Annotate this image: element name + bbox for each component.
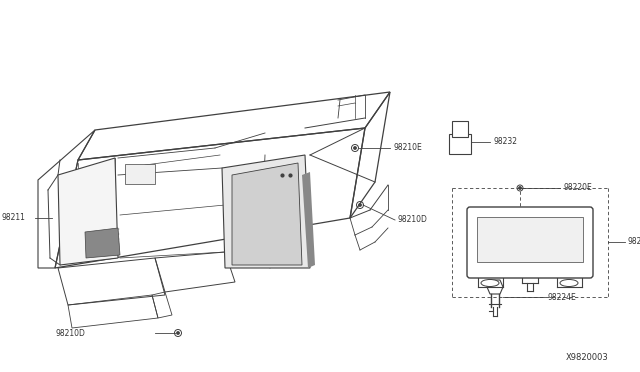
- Polygon shape: [85, 228, 120, 258]
- Text: 98211: 98211: [2, 214, 26, 222]
- FancyBboxPatch shape: [449, 134, 471, 154]
- Circle shape: [177, 332, 179, 334]
- Text: X9820003: X9820003: [565, 353, 608, 362]
- Circle shape: [519, 187, 521, 189]
- Polygon shape: [302, 172, 315, 268]
- Polygon shape: [58, 158, 118, 265]
- Circle shape: [354, 147, 356, 149]
- Text: 98210E: 98210E: [393, 144, 422, 153]
- Text: 98232: 98232: [493, 138, 517, 147]
- Text: 98224E: 98224E: [548, 292, 577, 301]
- Polygon shape: [222, 155, 310, 268]
- Text: 98210D: 98210D: [398, 215, 428, 224]
- Text: 98210D: 98210D: [55, 328, 85, 337]
- Ellipse shape: [560, 279, 578, 286]
- Text: 98224: 98224: [628, 237, 640, 247]
- Polygon shape: [232, 163, 302, 265]
- FancyBboxPatch shape: [477, 217, 583, 262]
- Text: 98220E: 98220E: [563, 183, 592, 192]
- Ellipse shape: [481, 279, 499, 286]
- FancyBboxPatch shape: [467, 207, 593, 278]
- Circle shape: [359, 204, 361, 206]
- FancyBboxPatch shape: [125, 164, 155, 184]
- FancyBboxPatch shape: [452, 121, 468, 137]
